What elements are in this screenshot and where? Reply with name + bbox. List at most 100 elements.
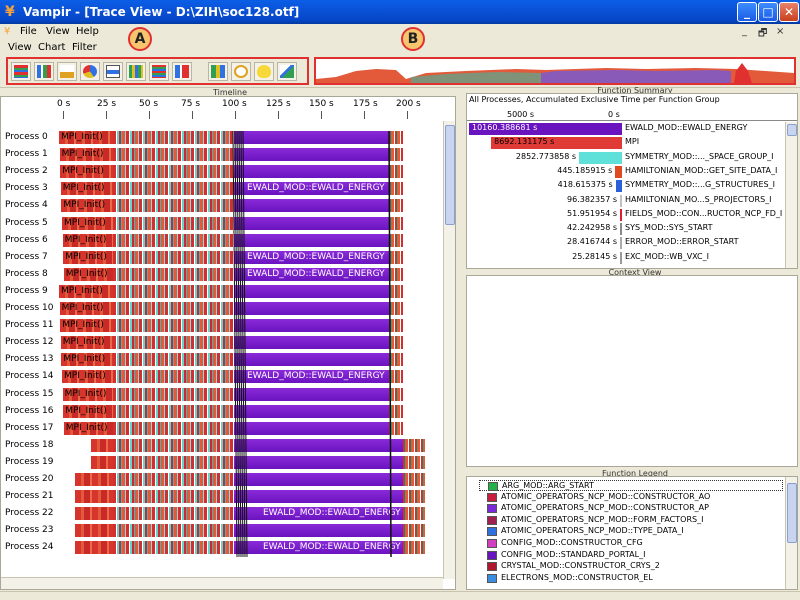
legend-color-swatch[interactable] <box>487 562 497 572</box>
idea-button[interactable] <box>254 62 274 81</box>
legend-color-swatch[interactable] <box>487 515 497 525</box>
mpi-init-region[interactable] <box>62 370 113 384</box>
close-button[interactable]: ✕ <box>779 2 799 22</box>
process-row[interactable]: MPI_Init() EWALD_MOD::EWALD_ENERGY <box>1 370 441 384</box>
mpi-init-region[interactable] <box>63 250 113 264</box>
ewald-energy-region[interactable] <box>234 182 389 196</box>
mpi-init-region[interactable] <box>60 182 113 196</box>
mpi-init-region[interactable] <box>60 336 113 350</box>
document-app-icon[interactable]: ¥ <box>4 26 11 37</box>
tail-activity-region[interactable] <box>389 336 403 350</box>
summary-row[interactable]: 2852.773858 s SYMMETRY_MOD::..._SPACE_GRO… <box>467 151 797 165</box>
process-row[interactable]: MPI_Init() <box>1 319 441 333</box>
timeline-horizontal-scrollbar[interactable] <box>1 577 443 589</box>
master-timeline-button[interactable] <box>11 62 31 81</box>
legend-color-swatch[interactable] <box>487 539 497 548</box>
ewald-energy-region[interactable] <box>234 165 389 179</box>
counter-timeline-button[interactable] <box>57 62 77 81</box>
timeline-vertical-scrollbar[interactable] <box>443 121 455 579</box>
timeline-scroll-thumb[interactable] <box>445 125 455 225</box>
menu-help[interactable]: Help <box>76 26 99 37</box>
function-legend-panel[interactable]: ARG_MOD::ARG_START ATOMIC_OPERATORS_NCP_M… <box>466 476 798 590</box>
mpi-init-region[interactable] <box>60 319 113 333</box>
process-row[interactable]: EWALD_MOD::EWALD_ENERGY <box>1 541 441 555</box>
mixed-activity-region[interactable] <box>113 182 234 196</box>
mixed-activity-region[interactable] <box>113 490 234 504</box>
process-row[interactable]: MPI_Init() <box>1 165 441 179</box>
legend-color-swatch[interactable] <box>487 573 497 583</box>
ewald-energy-region[interactable] <box>234 473 403 486</box>
mdi-close-button[interactable]: × <box>776 26 785 37</box>
summary-row[interactable]: 8692.131175 s MPI <box>467 136 797 150</box>
ewald-energy-region[interactable] <box>234 438 403 452</box>
ewald-energy-region[interactable] <box>234 353 389 367</box>
process-row[interactable] <box>1 473 441 486</box>
trace-overview-zoom-bar[interactable] <box>314 57 796 85</box>
minimize-button[interactable]: _ <box>737 2 757 22</box>
mpi-init-region[interactable] <box>63 267 113 281</box>
ewald-energy-region[interactable] <box>234 267 389 281</box>
process-row[interactable]: MPI_Init() <box>1 284 441 298</box>
mixed-activity-region[interactable] <box>113 250 234 264</box>
vampir-app-icon[interactable]: ¥ <box>5 4 15 20</box>
mixed-activity-region[interactable] <box>113 165 234 179</box>
function-summary-panel[interactable]: All Processes, Accumulated Exclusive Tim… <box>466 93 798 269</box>
menu-file[interactable]: File <box>20 26 37 37</box>
process-row[interactable]: MPI_Init() <box>1 336 441 350</box>
ewald-energy-region[interactable] <box>234 199 389 213</box>
legend-item[interactable]: ARG_MOD::ARG_START <box>479 480 783 491</box>
tail-activity-region[interactable] <box>389 267 403 281</box>
summary-scroll-thumb[interactable] <box>787 124 797 136</box>
process-row[interactable]: MPI_Init() <box>1 216 441 230</box>
submenu-filter[interactable]: Filter <box>72 42 97 53</box>
mixed-activity-region[interactable] <box>113 541 234 555</box>
tail-activity-region[interactable] <box>389 233 403 247</box>
process-row[interactable]: MPI_Init() <box>1 353 441 367</box>
legend-scrollbar[interactable] <box>785 477 797 589</box>
ewald-energy-region[interactable] <box>234 250 389 264</box>
summary-row[interactable]: 25.28145 s EXC_MOD::WB_VXC_I <box>467 251 797 265</box>
maximize-button[interactable]: □ <box>758 2 778 22</box>
ewald-energy-region[interactable] <box>234 370 389 384</box>
process-row[interactable]: MPI_Init() <box>1 148 441 162</box>
mixed-activity-region[interactable] <box>113 319 234 333</box>
mpi-init-region[interactable] <box>62 216 113 230</box>
legend-color-swatch[interactable] <box>488 482 498 491</box>
summary-bar[interactable] <box>620 237 622 250</box>
process-row[interactable]: MPI_Init() <box>1 404 441 418</box>
ewald-energy-region[interactable] <box>234 387 389 401</box>
tail-activity-region[interactable] <box>389 250 403 264</box>
tail-activity-region[interactable] <box>389 302 403 315</box>
mpi-init-region[interactable] <box>62 387 113 401</box>
mpi-init-region[interactable] <box>63 421 113 435</box>
mixed-activity-region[interactable] <box>113 131 234 144</box>
tail-activity-region[interactable] <box>403 507 425 521</box>
summary-row[interactable]: 10160.388681 s EWALD_MOD::EWALD_ENERGY <box>467 122 797 136</box>
summary-bar[interactable] <box>620 223 622 236</box>
process-row[interactable] <box>1 490 441 504</box>
summary-row[interactable]: 28.416744 s ERROR_MOD::ERROR_START <box>467 236 797 250</box>
mpi-init-region[interactable] <box>63 404 113 418</box>
summary-bar[interactable] <box>620 251 622 264</box>
mpi-init-region[interactable] <box>60 165 113 179</box>
mpi-init-region[interactable] <box>75 473 113 486</box>
tail-activity-region[interactable] <box>389 165 403 179</box>
legend-color-swatch[interactable] <box>487 550 497 560</box>
summary-bar[interactable] <box>615 180 622 193</box>
mixed-activity-region[interactable] <box>113 284 234 298</box>
tail-activity-region[interactable] <box>403 541 425 555</box>
tail-activity-region[interactable] <box>389 387 403 401</box>
legend-color-swatch[interactable] <box>487 504 497 514</box>
ewald-energy-region[interactable] <box>234 284 389 298</box>
legend-scroll-thumb[interactable] <box>787 483 797 543</box>
tail-activity-region[interactable] <box>403 473 425 486</box>
ewald-energy-region[interactable] <box>234 507 403 521</box>
process-row[interactable]: MPI_Init() <box>1 421 441 435</box>
summary-row[interactable]: 418.615375 s SYMMETRY_MOD::...G_STRUCTURE… <box>467 179 797 193</box>
ewald-energy-region[interactable] <box>234 302 389 315</box>
process-row[interactable] <box>1 455 441 469</box>
process-timeline-button[interactable] <box>34 62 54 81</box>
ewald-energy-region[interactable] <box>234 336 389 350</box>
ewald-energy-region[interactable] <box>234 541 403 555</box>
summary-row[interactable]: 51.951954 s FIELDS_MOD::CON...RUCTOR_NCP_… <box>467 208 797 222</box>
